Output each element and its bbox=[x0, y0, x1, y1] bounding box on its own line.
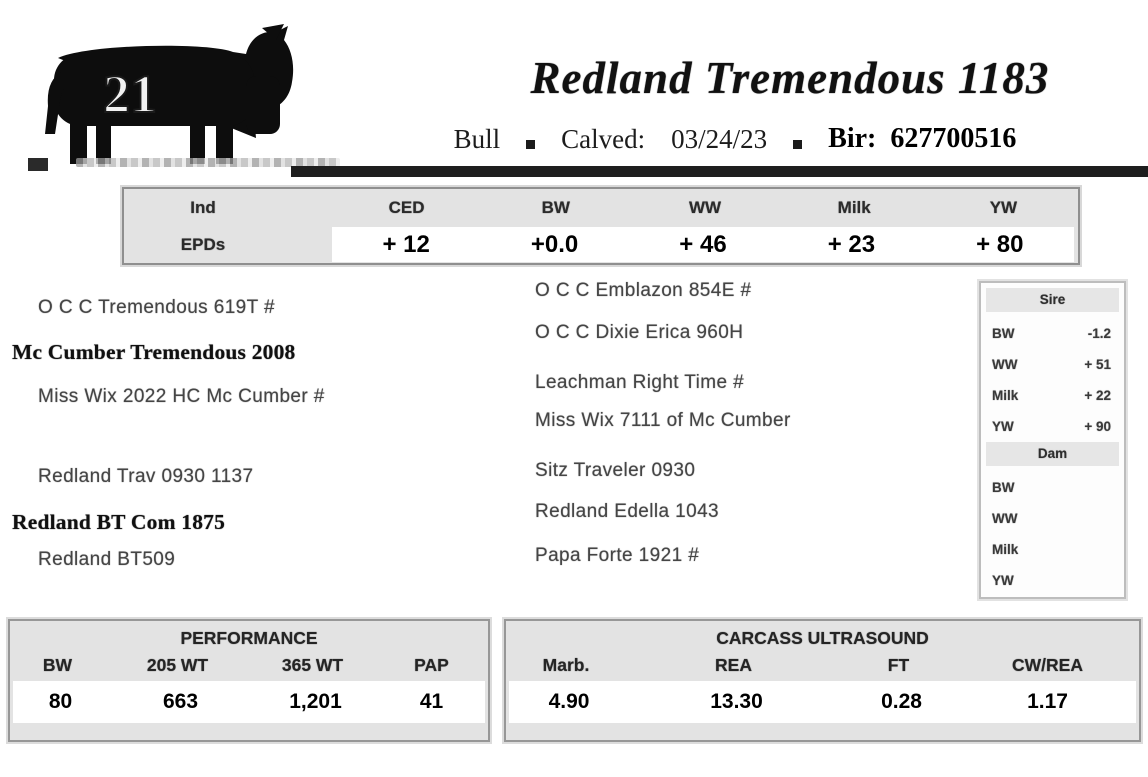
sire-epd-value: + 90 bbox=[1084, 419, 1111, 434]
sire-epd-row: WW + 51 bbox=[986, 349, 1119, 380]
dam-epd-row: Milk bbox=[986, 534, 1119, 565]
epd-row1-label: Ind bbox=[190, 197, 216, 217]
dam-epd-row: BW bbox=[986, 472, 1119, 503]
epd-col-header: Milk bbox=[837, 197, 871, 217]
sire-dam-epd-box: Sire BW -1.2 WW + 51 Milk + 22 YW + 90 D… bbox=[977, 279, 1128, 601]
carcass-ultrasound-table: CARCASS ULTRASOUND Marb. REA FT CW/REA 4… bbox=[502, 617, 1143, 744]
bir-number: 627700516 bbox=[890, 123, 1017, 154]
sire-epd-value: + 22 bbox=[1084, 388, 1111, 403]
epd-values-row: EPDs + 12 +0.0 + 46 + 23 + 80 bbox=[124, 226, 1078, 263]
performance-col-header: PAP bbox=[414, 654, 449, 675]
performance-table-title: PERFORMANCE bbox=[180, 628, 318, 648]
sire-epd-label: YW bbox=[992, 419, 1014, 434]
calved-label: Calved: bbox=[561, 123, 646, 154]
animal-subtitle: Bull Calved: 03/24/23 Bir: 627700516 bbox=[350, 120, 1120, 158]
pedigree-line: O C C Dixie Erica 960H bbox=[535, 322, 744, 343]
epd-col-header: WW bbox=[688, 197, 722, 217]
performance-value: 41 bbox=[419, 690, 444, 713]
epd-col-header: CED bbox=[388, 197, 425, 217]
carcass-value: 1.17 bbox=[1027, 690, 1068, 713]
epd-row2-label: EPDs bbox=[180, 234, 226, 254]
dam-epd-label: YW bbox=[992, 573, 1014, 588]
carcass-col-header: FT bbox=[887, 654, 910, 675]
bir-group: Bir: 627700516 bbox=[828, 123, 1016, 155]
epd-value: + 23 bbox=[827, 230, 876, 258]
pedigree-line: Miss Wix 7111 of Mc Cumber bbox=[535, 410, 791, 431]
pedigree-line: Leachman Right Time # bbox=[535, 372, 745, 393]
carcass-table-title: CARCASS ULTRASOUND bbox=[716, 628, 929, 648]
bullet-separator-icon bbox=[793, 139, 803, 149]
scan-corner-mark bbox=[28, 158, 48, 171]
pedigree-line: Redland Edella 1043 bbox=[535, 501, 720, 522]
pedigree-line: Redland BT509 bbox=[38, 549, 176, 570]
performance-col-header: 205 WT bbox=[146, 654, 209, 675]
carcass-header-row: Marb. REA FT CW/REA bbox=[506, 649, 1139, 681]
sire-epd-row: YW + 90 bbox=[986, 411, 1119, 442]
bull-silhouette-icon: 21 bbox=[18, 16, 300, 166]
bir-label: Bir: bbox=[828, 123, 877, 154]
carcass-col-header: REA bbox=[715, 654, 752, 675]
animal-name-title: Redland Tremendous 1183 bbox=[530, 53, 1050, 103]
performance-col-header: 365 WT bbox=[281, 654, 344, 675]
carcass-values-row: 4.90 13.30 0.28 1.17 bbox=[509, 681, 1136, 723]
sire-epd-row: Milk + 22 bbox=[986, 380, 1119, 411]
bullet-separator-icon bbox=[526, 139, 536, 149]
performance-value: 80 bbox=[48, 690, 73, 713]
performance-value: 1,201 bbox=[289, 690, 342, 713]
sire-epd-label: Milk bbox=[992, 388, 1019, 403]
dam-section-header: Dam bbox=[986, 442, 1119, 466]
performance-value: 663 bbox=[162, 690, 199, 713]
sire-epd-label: WW bbox=[992, 357, 1018, 372]
carcass-col-header: CW/REA bbox=[1012, 654, 1083, 675]
sire-section-header: Sire bbox=[986, 288, 1119, 312]
pedigree-line: Miss Wix 2022 HC Mc Cumber # bbox=[38, 386, 325, 407]
sire-epd-value: -1.2 bbox=[1087, 326, 1111, 341]
pedigree-line: Redland Trav 0930 1137 bbox=[38, 466, 254, 487]
dam-epd-label: BW bbox=[992, 480, 1015, 495]
epd-col-header: BW bbox=[541, 197, 570, 217]
calved-date: 03/24/23 bbox=[671, 123, 768, 154]
illegible-fine-print bbox=[76, 158, 340, 167]
pedigree-line: Papa Forte 1921 # bbox=[535, 545, 700, 566]
sex-label: Bull bbox=[453, 123, 501, 154]
performance-header-row: BW 205 WT 365 WT PAP bbox=[10, 649, 488, 681]
header-divider-rule bbox=[291, 166, 1148, 177]
carcass-value: 13.30 bbox=[710, 690, 763, 713]
epd-col-header: YW bbox=[989, 197, 1018, 217]
carcass-value: 4.90 bbox=[548, 690, 590, 713]
lot-number: 21 bbox=[103, 64, 157, 124]
performance-col-header: BW bbox=[42, 654, 73, 675]
epd-header-row: Ind CED BW WW Milk YW bbox=[124, 189, 1078, 226]
epd-value: + 12 bbox=[382, 230, 430, 258]
epd-table: Ind CED BW WW Milk YW EPDs + 12 +0.0 + 4… bbox=[120, 185, 1082, 267]
performance-table: PERFORMANCE BW 205 WT 365 WT PAP 80 663 … bbox=[6, 617, 492, 744]
performance-values-row: 80 663 1,201 41 bbox=[13, 681, 485, 723]
dam-epd-row: WW bbox=[986, 503, 1119, 534]
carcass-col-header: Marb. bbox=[542, 654, 590, 675]
dam-epd-row: YW bbox=[986, 565, 1119, 596]
pedigree-line: Sitz Traveler 0930 bbox=[535, 460, 696, 481]
sire-epd-value: + 51 bbox=[1084, 357, 1111, 372]
epd-value: + 46 bbox=[679, 230, 727, 258]
epd-values-band: + 12 +0.0 + 46 + 23 + 80 bbox=[332, 227, 1074, 262]
pedigree-line-sire: Mc Cumber Tremendous 2008 bbox=[12, 340, 296, 364]
pedigree-line-dam: Redland BT Com 1875 bbox=[12, 510, 226, 534]
sire-epd-row: BW -1.2 bbox=[986, 318, 1119, 349]
pedigree-line: O C C Tremendous 619T # bbox=[38, 297, 275, 318]
pedigree-line: O C C Emblazon 854E # bbox=[535, 280, 752, 301]
dam-epd-label: Milk bbox=[992, 542, 1019, 557]
epd-value: +0.0 bbox=[530, 230, 579, 258]
epd-value: + 80 bbox=[976, 230, 1024, 258]
sire-epd-label: BW bbox=[992, 326, 1015, 341]
carcass-value: 0.28 bbox=[881, 690, 922, 713]
dam-epd-label: WW bbox=[992, 511, 1018, 526]
